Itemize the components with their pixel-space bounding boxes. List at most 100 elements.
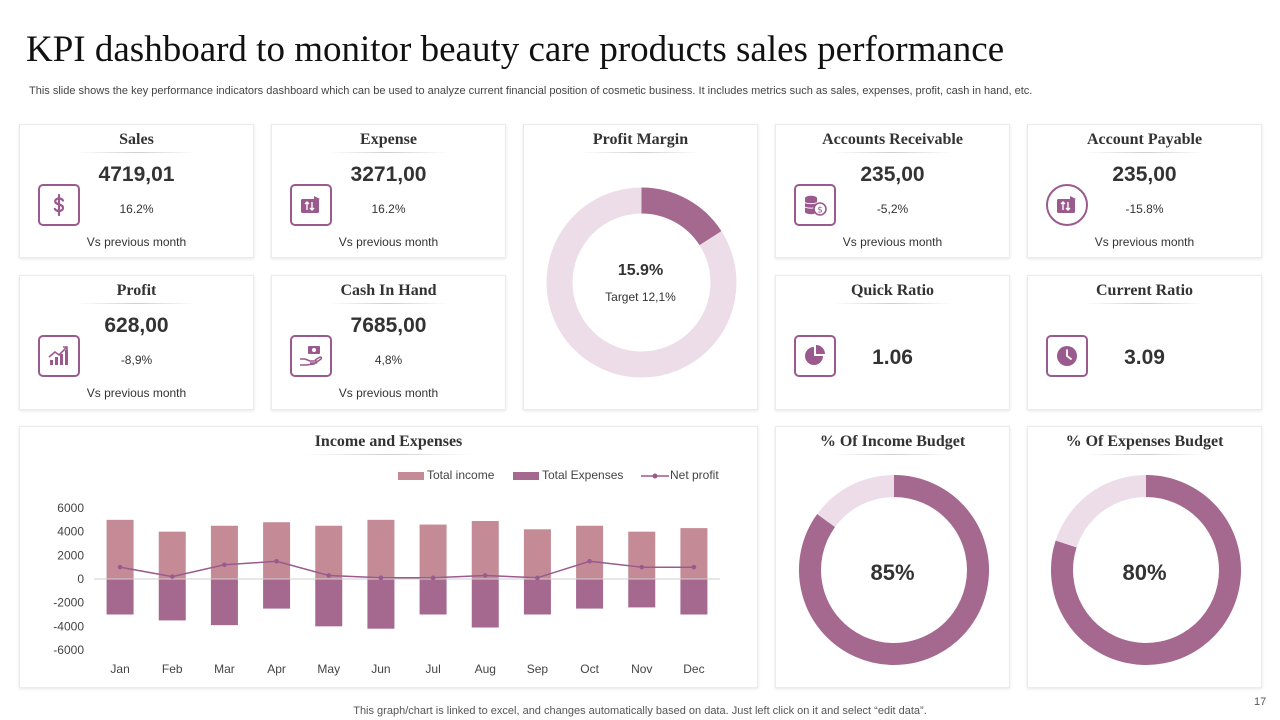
expenses-bar	[523, 579, 551, 615]
title-divider	[832, 152, 953, 153]
income-bar	[419, 524, 447, 579]
x-tick-label: Nov	[631, 662, 652, 676]
expense-comparison: Vs previous month	[338, 235, 439, 249]
x-tick-label: Jul	[425, 662, 440, 676]
hand-cash-icon	[290, 335, 332, 377]
legend-item-expenses: Total Expenses	[513, 468, 623, 482]
expenses-bar	[471, 579, 499, 628]
svg-text:$: $	[817, 206, 823, 216]
profit-margin-card: Profit Margin 15.9% Target 12,1%	[523, 124, 758, 410]
income-expenses-card: Income and Expenses Total income Total E…	[19, 426, 758, 688]
expenses-bar	[680, 579, 708, 615]
income-bar	[210, 525, 238, 579]
accounts-receivable-change: -5,2%	[876, 202, 909, 216]
income-bar	[523, 529, 551, 579]
x-tick-label: Apr	[267, 662, 286, 676]
expense-card: Expense 3271,00 16.2% Vs previous month	[271, 124, 506, 258]
profit-margin-donut	[546, 187, 737, 378]
account-payable-comparison: Vs previous month	[1094, 235, 1195, 249]
income-bar	[263, 522, 291, 579]
legend-swatch	[513, 471, 539, 480]
page-subtitle: This slide shows the key performance ind…	[29, 85, 1033, 97]
y-tick-label: 6000	[57, 501, 84, 515]
profit-card: Profit 628,00 -8,9% Vs previous month	[19, 275, 254, 410]
coins-icon: $	[794, 184, 836, 226]
cash-in-hand-card: Cash In Hand 7685,00 4,8% Vs previous mo…	[271, 275, 506, 410]
income-bar	[158, 531, 186, 579]
title-divider	[832, 454, 953, 455]
card-title: % Of Expenses Budget	[1065, 433, 1224, 450]
legend-item-net-profit: Net profit	[641, 468, 719, 482]
income-bar	[471, 521, 499, 579]
cash-in-hand-value: 7685,00	[350, 314, 427, 337]
income-budget-card: % Of Income Budget 85%	[775, 426, 1010, 688]
cash-in-hand-comparison: Vs previous month	[338, 386, 439, 400]
net-profit-point	[587, 558, 592, 564]
donut-value-arc	[799, 475, 989, 665]
dollar-icon	[38, 184, 80, 226]
sales-card: Sales 4719,01 16.2% Vs previous month	[19, 124, 254, 258]
title-divider	[328, 152, 449, 153]
card-title: Profit Margin	[592, 131, 689, 148]
title-divider	[303, 454, 474, 455]
x-tick-label: Jan	[110, 662, 129, 676]
expenses-budget-card: % Of Expenses Budget 80%	[1027, 426, 1262, 688]
current-ratio-value: 3.09	[1124, 346, 1165, 369]
x-tick-label: Sep	[527, 662, 549, 676]
net-profit-line	[119, 560, 694, 579]
income-bar	[367, 519, 395, 579]
footer-note: This graph/chart is linked to excel, and…	[353, 705, 927, 717]
title-divider	[1084, 152, 1205, 153]
income-bar	[315, 525, 343, 579]
expenses-bar	[158, 579, 186, 621]
x-tick-label: Aug	[475, 662, 496, 676]
expenses-bar	[315, 579, 343, 627]
legend-line-marker	[641, 473, 669, 479]
net-profit-point	[482, 573, 488, 578]
expense-change: 16.2%	[371, 202, 406, 216]
quick-ratio-value: 1.06	[872, 346, 913, 369]
account-payable-change: -15.8%	[1125, 202, 1164, 216]
title-divider	[832, 303, 953, 304]
expenses-bar	[628, 579, 656, 608]
income-bar	[680, 528, 708, 579]
page-title: KPI dashboard to monitor beauty care pro…	[26, 29, 1005, 70]
card-title: Sales	[119, 131, 154, 148]
pie-chart-icon	[794, 335, 836, 377]
net-profit-point	[326, 573, 332, 578]
income-budget-donut	[799, 475, 989, 665]
x-tick-label: Feb	[162, 662, 183, 676]
card-title: Accounts Receivable	[822, 131, 963, 148]
net-profit-point	[117, 564, 123, 570]
title-divider	[580, 152, 701, 153]
title-divider	[76, 152, 197, 153]
net-profit-point	[378, 575, 384, 581]
donut-value-arc	[1051, 475, 1241, 665]
legend-swatch	[398, 471, 424, 480]
donut-value-arc	[640, 187, 722, 246]
expense-value: 3271,00	[350, 163, 427, 186]
accounts-receivable-card: Accounts Receivable $ 235,00 -5,2% Vs pr…	[775, 124, 1010, 258]
card-title: Expense	[360, 131, 417, 148]
card-title: Current Ratio	[1095, 282, 1194, 299]
card-title: Account Payable	[1086, 131, 1203, 148]
card-title: % Of Income Budget	[819, 433, 966, 450]
title-divider	[328, 303, 449, 304]
expenses-bar	[367, 579, 395, 629]
net-profit-point	[691, 564, 697, 570]
accounts-receivable-comparison: Vs previous month	[842, 235, 943, 249]
card-title: Quick Ratio	[850, 282, 935, 299]
legend-label: Total Expenses	[542, 468, 624, 482]
card-title: Profit	[116, 282, 157, 299]
sales-change: 16.2%	[119, 202, 154, 216]
legend-label: Total income	[427, 468, 495, 482]
net-profit-point	[430, 575, 436, 581]
x-tick-label: Mar	[214, 662, 235, 676]
sales-comparison: Vs previous month	[86, 235, 187, 249]
income-bar	[576, 525, 604, 579]
expenses-bar	[576, 579, 604, 609]
profit-margin-value: 15.9%	[617, 262, 664, 279]
x-tick-label: May	[317, 662, 340, 676]
y-tick-label: -4000	[53, 619, 84, 633]
expenses-bar	[106, 579, 134, 615]
